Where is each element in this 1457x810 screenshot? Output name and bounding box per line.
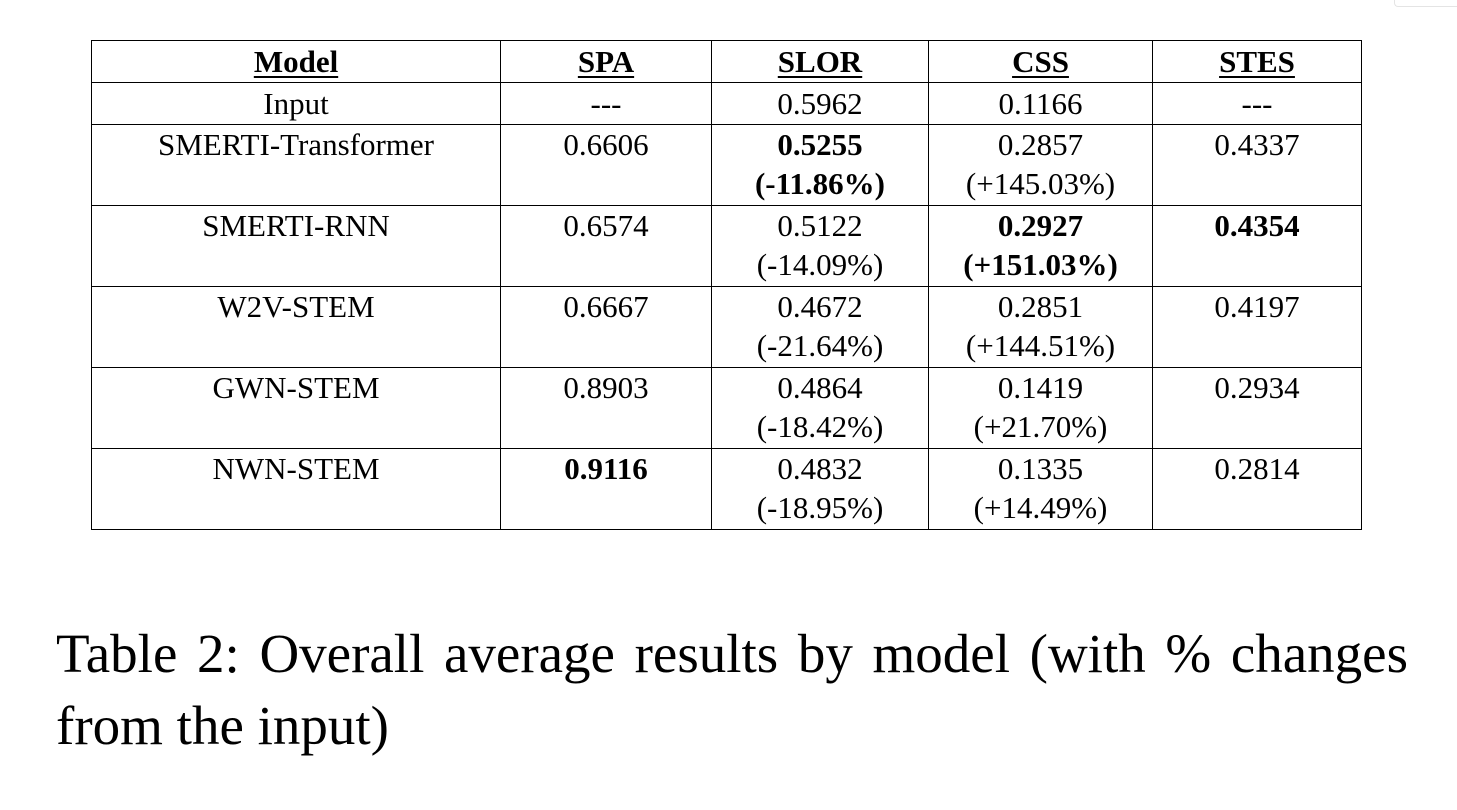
css-cell: 0.1335 (+14.49%)	[928, 448, 1153, 530]
slor-value: 0.4832	[777, 451, 863, 486]
model-cell: GWN-STEM	[91, 367, 501, 449]
spa-cell: 0.8903	[500, 367, 712, 449]
css-change: (+144.51%)	[965, 328, 1116, 363]
stes-cell: 0.4197	[1152, 286, 1362, 368]
stes-cell: 0.2814	[1152, 448, 1362, 530]
table-row: W2V-STEM 0.6667 0.4672 (-21.64%) 0.2851 …	[91, 286, 1362, 368]
column-header-slor: SLOR	[711, 40, 929, 83]
column-header-css: CSS	[928, 40, 1153, 83]
css-change: (+21.70%)	[973, 409, 1108, 444]
model-cell: SMERTI-RNN	[91, 205, 501, 287]
slor-change: (-21.64%)	[756, 328, 884, 363]
slor-cell: 0.5962	[711, 82, 929, 125]
column-header-stes: STES	[1152, 40, 1362, 83]
results-table: Model SPA SLOR CSS STES Input --- 0.5962…	[91, 40, 1362, 530]
stes-cell: 0.2934	[1152, 367, 1362, 449]
table-row: NWN-STEM 0.9116 0.4832 (-18.95%) 0.1335 …	[91, 448, 1362, 530]
column-header-spa: SPA	[500, 40, 712, 83]
stes-cell: 0.4354	[1152, 205, 1362, 287]
slor-cell: 0.4832 (-18.95%)	[711, 448, 929, 530]
slor-change: (-11.86%)	[754, 166, 885, 201]
css-change: (+14.49%)	[973, 490, 1108, 525]
model-cell: SMERTI-Transformer	[91, 124, 501, 206]
table-header-row: Model SPA SLOR CSS STES	[91, 40, 1362, 83]
corner-decoration	[1394, 0, 1457, 7]
spa-cell: 0.9116	[500, 448, 712, 530]
css-cell: 0.1419 (+21.70%)	[928, 367, 1153, 449]
css-change: (+151.03%)	[963, 247, 1118, 282]
css-value: 0.2851	[997, 289, 1084, 324]
slor-cell: 0.4864 (-18.42%)	[711, 367, 929, 449]
slor-cell: 0.5255 (-11.86%)	[711, 124, 929, 206]
model-cell: Input	[91, 82, 501, 125]
css-cell: 0.2851 (+144.51%)	[928, 286, 1153, 368]
css-cell: 0.2857 (+145.03%)	[928, 124, 1153, 206]
css-value: 0.2857	[997, 127, 1084, 162]
table-row: Input --- 0.5962 0.1166 ---	[91, 82, 1362, 125]
css-value: 0.2927	[997, 208, 1084, 243]
css-value: 0.1419	[997, 370, 1084, 405]
slor-value: 0.5122	[777, 208, 863, 243]
table-caption: Table 2: Overall average results by mode…	[56, 623, 1408, 756]
slor-cell: 0.5122 (-14.09%)	[711, 205, 929, 287]
spa-cell: 0.6574	[500, 205, 712, 287]
css-cell: 0.1166	[928, 82, 1153, 125]
slor-value: 0.5255	[777, 127, 863, 162]
stes-cell: ---	[1152, 82, 1362, 125]
table-row: SMERTI-RNN 0.6574 0.5122 (-14.09%) 0.292…	[91, 205, 1362, 287]
slor-change: (-18.95%)	[756, 490, 884, 525]
table-row: SMERTI-Transformer 0.6606 0.5255 (-11.86…	[91, 124, 1362, 206]
css-cell: 0.2927 (+151.03%)	[928, 205, 1153, 287]
css-change: (+145.03%)	[965, 166, 1116, 201]
slor-value: 0.4864	[777, 370, 863, 405]
column-header-model: Model	[91, 40, 501, 83]
css-value: 0.1335	[997, 451, 1084, 486]
model-cell: W2V-STEM	[91, 286, 501, 368]
spa-cell: 0.6667	[500, 286, 712, 368]
model-cell: NWN-STEM	[91, 448, 501, 530]
slor-cell: 0.4672 (-21.64%)	[711, 286, 929, 368]
slor-change: (-14.09%)	[756, 247, 884, 282]
table-row: GWN-STEM 0.8903 0.4864 (-18.42%) 0.1419 …	[91, 367, 1362, 449]
spa-cell: 0.6606	[500, 124, 712, 206]
slor-value: 0.4672	[777, 289, 863, 324]
stes-cell: 0.4337	[1152, 124, 1362, 206]
slor-change: (-18.42%)	[756, 409, 884, 444]
spa-cell: ---	[500, 82, 712, 125]
